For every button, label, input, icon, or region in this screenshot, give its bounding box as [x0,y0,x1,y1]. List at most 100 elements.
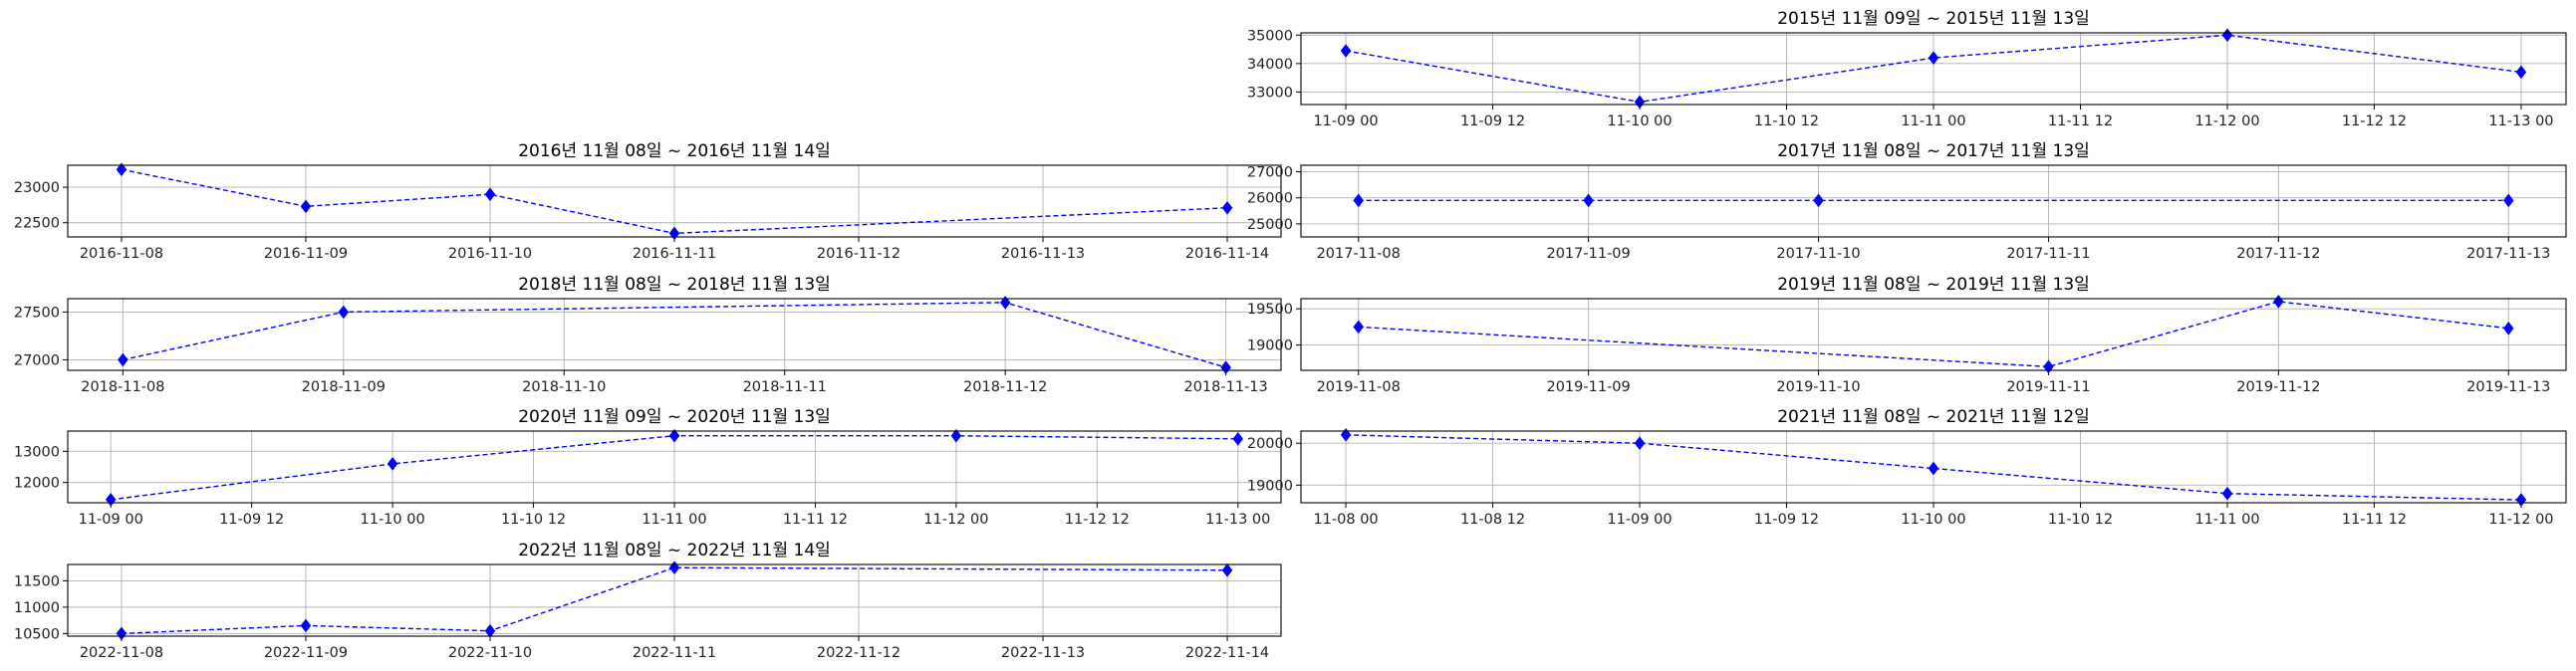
data-point [2515,65,2527,80]
plot-frame [1300,164,2567,238]
x-tick-label: 11-08 12 [1460,512,1525,528]
data-point [1634,436,1646,451]
y-tick-label: 23000 [14,180,60,196]
data-point [1353,193,1365,208]
data-point [1928,51,1939,66]
x-tick-label: 2022-11-12 [817,645,901,661]
x-tick-label: 2022-11-14 [1185,645,1269,661]
x-tick-label: 2019-11-10 [1776,379,1860,395]
x-tick-label: 11-11 00 [642,512,706,528]
chart-title: 2015년 11월 09일 ~ 2015년 11월 13일 [1777,9,2090,29]
chart-title: 2016년 11월 08일 ~ 2016년 11월 14일 [518,141,831,161]
y-tick-label: 33000 [1247,85,1293,101]
x-tick-label: 2018-11-11 [743,379,827,395]
x-tick-label: 11-12 00 [2194,113,2259,129]
data-point [105,492,117,507]
x-tick-label: 2016-11-09 [264,246,348,262]
x-tick-label: 11-11 00 [2194,512,2259,528]
plot-frame [1300,32,2567,106]
y-tick-label: 19000 [1247,478,1293,494]
data-point [2043,359,2054,374]
x-tick-label: 2017-11-13 [2466,246,2550,262]
chart-panel-4: 2018년 11월 08일 ~ 2018년 11월 13일 2018-11-08 2… [14,275,1282,395]
x-tick-label: 2016-11-12 [817,246,901,262]
y-tick-label: 27500 [14,305,60,321]
x-tick-label: 2019-11-08 [1317,379,1401,395]
data-point [1340,44,1352,58]
x-tick-label: 11-10 12 [501,512,566,528]
chart-title: 2020년 11월 09일 ~ 2020년 11월 13일 [518,407,831,427]
x-tick-label: 11-09 12 [1460,113,1525,129]
data-point [1634,95,1646,110]
x-tick-label: 11-11 12 [2342,512,2407,528]
data-point [116,626,128,641]
x-tick-label: 11-09 12 [219,512,284,528]
chart-panel-6: 2020년 11월 09일 ~ 2020년 11월 13일 11-09 00 11-… [14,407,1282,528]
data-point [1221,200,1233,215]
y-tick-label: 10500 [14,626,60,642]
chart-panel-3: 2017년 11월 08일 ~ 2017년 11월 13일 2017-11-08 2… [1247,141,2567,262]
chart-title: 2018년 11월 08일 ~ 2018년 11월 13일 [518,275,831,295]
x-tick-label: 2022-11-10 [448,645,532,661]
x-tick-label: 2017-11-10 [1776,246,1860,262]
plot-frame [67,563,1282,637]
x-tick-label: 2016-11-13 [1001,246,1085,262]
x-tick-label: 2022-11-13 [1001,645,1085,661]
y-tick-label: 13000 [14,444,60,460]
chart-title: 2021년 11월 08일 ~ 2021년 11월 12일 [1777,407,2090,427]
series-line [1345,34,2521,104]
plot-frame [1300,298,2567,371]
x-tick-label: 11-12 00 [923,512,988,528]
data-point [2273,294,2284,309]
series-line [1346,434,2521,501]
data-point [116,162,128,177]
y-tick-label: 26000 [1247,191,1293,207]
y-tick-label: 12000 [14,476,60,492]
data-point [1813,193,1824,208]
x-tick-label: 2016-11-14 [1185,246,1269,262]
x-tick-label: 2016-11-10 [448,246,532,262]
y-tick-label: 35000 [1247,28,1293,44]
data-point [999,295,1011,310]
y-tick-label: 27000 [14,352,60,368]
x-tick-label: 11-12 12 [1065,512,1130,528]
x-tick-label: 11-13 00 [2488,113,2553,129]
series-line [121,168,1228,235]
x-tick-label: 2022-11-11 [633,645,716,661]
x-tick-label: 2019-11-13 [2466,379,2550,395]
chart-panel-2: 2016년 11월 08일 ~ 2016년 11월 14일 2016-11-08 2… [14,141,1282,262]
plot-frame [1300,430,2567,504]
data-point [1340,427,1352,442]
data-point [484,623,496,638]
x-tick-label: 2019-11-09 [1546,379,1630,395]
data-point [118,352,129,367]
x-tick-label: 2018-11-10 [522,379,606,395]
y-tick-label: 11000 [14,600,60,616]
chart-title: 2017년 11월 08일 ~ 2017년 11월 13일 [1777,141,2090,161]
y-tick-label: 25000 [1247,217,1293,233]
data-point [2221,486,2233,501]
x-tick-label: 11-13 00 [1205,512,1270,528]
x-tick-label: 11-11 12 [2048,113,2113,129]
data-point [484,187,496,202]
data-point [1353,320,1365,335]
x-tick-label: 2018-11-09 [302,379,386,395]
x-tick-label: 11-11 12 [783,512,848,528]
x-tick-label: 2017-11-08 [1317,246,1401,262]
x-tick-label: 2017-11-09 [1546,246,1630,262]
x-tick-label: 11-12 12 [2342,113,2407,129]
y-tick-label: 11500 [14,573,60,589]
data-point [1583,193,1594,208]
data-point [2502,321,2514,336]
data-point [1221,562,1233,577]
x-tick-label: 2018-11-08 [81,379,164,395]
x-tick-label: 2022-11-09 [264,645,348,661]
y-tick-label: 20000 [1247,436,1293,452]
data-point [338,305,350,320]
x-tick-label: 11-09 00 [1313,113,1378,129]
data-point [1220,360,1231,375]
x-tick-label: 2019-11-12 [2236,379,2320,395]
data-point [668,226,680,241]
x-tick-label: 2019-11-11 [2006,379,2090,395]
